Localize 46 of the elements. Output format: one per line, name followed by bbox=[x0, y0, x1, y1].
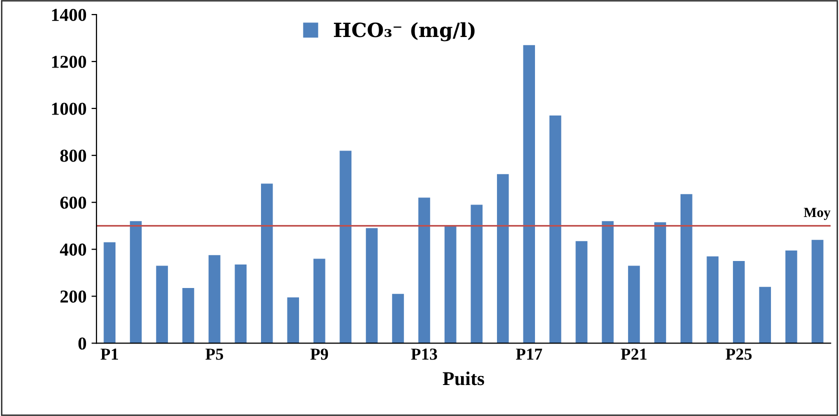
bar bbox=[208, 255, 220, 344]
x-tick-label: P25 bbox=[726, 348, 752, 360]
y-tick-label: 800 bbox=[60, 150, 86, 162]
bar bbox=[680, 194, 692, 344]
x-tick-label: P5 bbox=[205, 348, 224, 360]
y-tick-label: 400 bbox=[60, 244, 86, 256]
y-tick-label: 1400 bbox=[52, 8, 86, 21]
bar bbox=[496, 174, 509, 344]
bar bbox=[156, 266, 168, 344]
bar bbox=[576, 241, 588, 344]
x-tick-label: P21 bbox=[620, 348, 647, 360]
bar bbox=[234, 264, 247, 344]
bar bbox=[366, 228, 378, 344]
bar bbox=[602, 221, 614, 344]
bar bbox=[628, 266, 640, 344]
bar bbox=[785, 250, 798, 344]
bar bbox=[549, 116, 562, 344]
y-tick-label: 1000 bbox=[52, 102, 86, 115]
bar bbox=[523, 45, 535, 344]
bar bbox=[759, 286, 771, 344]
bar bbox=[130, 221, 142, 344]
x-tick-label: P9 bbox=[310, 348, 328, 360]
bar bbox=[470, 204, 483, 344]
bar bbox=[732, 261, 745, 344]
x-axis-title: Puits bbox=[442, 372, 484, 386]
y-tick-label: 600 bbox=[60, 196, 86, 209]
bar bbox=[182, 288, 194, 344]
y-tick-label: 200 bbox=[60, 290, 86, 303]
bar bbox=[261, 184, 273, 344]
x-tick-label: P13 bbox=[411, 348, 438, 360]
x-tick-label: P1 bbox=[100, 348, 118, 360]
bar bbox=[392, 294, 404, 344]
bar bbox=[287, 297, 300, 344]
bar bbox=[444, 226, 456, 344]
bar bbox=[104, 242, 116, 344]
ref-line-label: Moy bbox=[804, 208, 830, 220]
legend-label: HCO₃⁻ (mg/l) bbox=[334, 22, 475, 42]
bar bbox=[313, 258, 326, 344]
x-tick-label: P17 bbox=[516, 348, 542, 360]
bar bbox=[340, 150, 352, 344]
bar bbox=[654, 222, 666, 344]
y-tick-label: 1200 bbox=[52, 56, 86, 68]
bar bbox=[418, 198, 430, 344]
bar bbox=[812, 240, 824, 344]
y-tick-label: 0 bbox=[78, 337, 86, 350]
bar bbox=[706, 256, 719, 344]
